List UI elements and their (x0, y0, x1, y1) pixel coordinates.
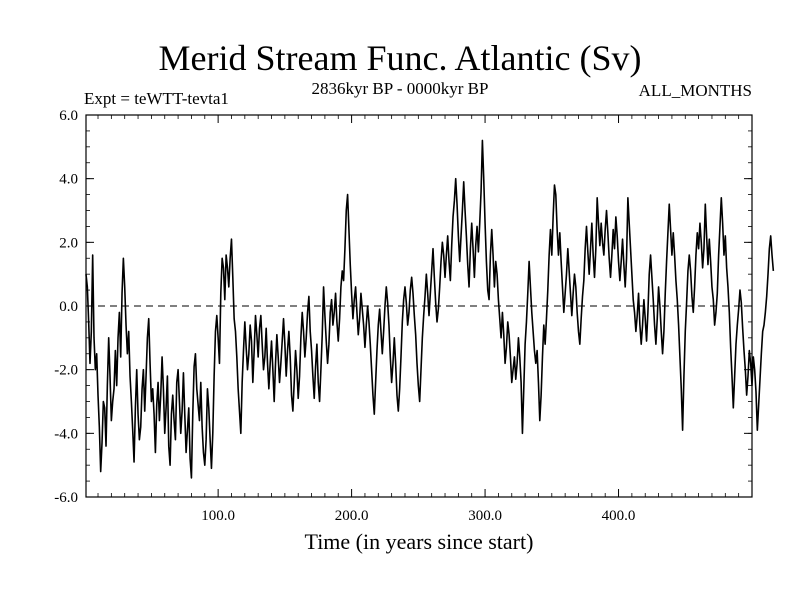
x-tick-label: 200.0 (335, 508, 369, 524)
y-tick-label: 0.0 (59, 299, 78, 315)
x-axis-label: Time (in years since start) (304, 529, 534, 554)
series-line (85, 139, 775, 479)
y-tick-label: -6.0 (54, 490, 78, 506)
y-tick-label: 4.0 (59, 172, 78, 188)
period-label: 2836kyr BP - 0000kyr BP (311, 79, 489, 98)
y-tick-label: -2.0 (54, 363, 78, 379)
x-tick-label: 400.0 (602, 508, 636, 524)
months-label: ALL_MONTHS (638, 81, 752, 100)
experiment-label: Expt = teWTT-tevta1 (84, 89, 229, 108)
y-tick-label: 6.0 (59, 108, 78, 124)
y-tick-label: 2.0 (59, 235, 78, 251)
x-tick-label: 300.0 (468, 508, 502, 524)
x-tick-label: 100.0 (201, 508, 235, 524)
chart-title: Merid Stream Func. Atlantic (Sv) (158, 38, 642, 78)
y-tick-label: -4.0 (54, 426, 78, 442)
